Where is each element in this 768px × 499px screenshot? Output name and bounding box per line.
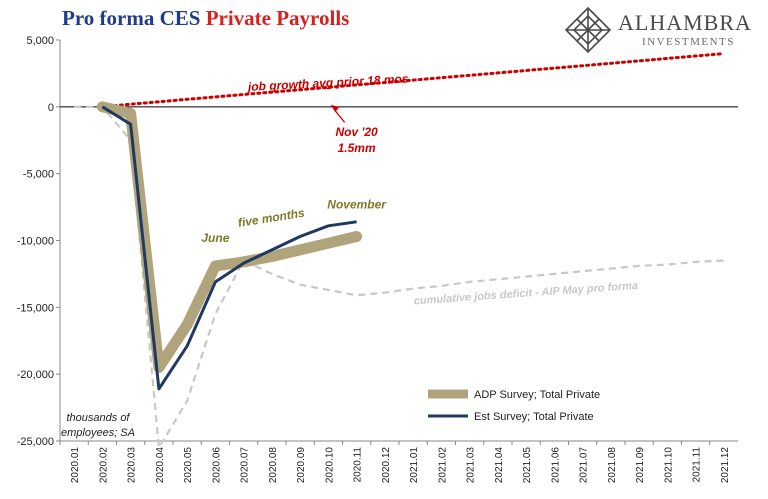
nov20-annotation-value: 1.5mm (338, 141, 376, 155)
x-tick-label: 2020.05 (183, 447, 194, 484)
fivemonths-annotation: five months (237, 206, 306, 230)
x-tick-label: 2020.12 (381, 447, 392, 484)
logo: ALHAMBRA INVESTMENTS (560, 6, 760, 56)
chart-title-part2: Private Payrolls (205, 6, 350, 30)
series-line-solid (101, 105, 357, 391)
x-tick-label: 2021.02 (437, 447, 448, 484)
june-annotation: June (201, 231, 229, 245)
x-tick-label: 2021.04 (494, 447, 505, 484)
y-tick-label: -5,000 (23, 169, 54, 181)
deficit-annotation: cumulative jobs deficit - AIP May pro fo… (413, 280, 638, 308)
y-tick-label: 5,000 (26, 35, 54, 47)
trend-annotation: job growth avg prior 18 mos (246, 72, 410, 95)
nov20-annotation: Nov '20 (336, 125, 379, 139)
series-line-thick (96, 101, 363, 373)
x-tick-label: 2020.03 (127, 447, 138, 484)
x-tick-label: 2021.07 (579, 447, 590, 484)
legend-label: ADP Survey; Total Private (474, 389, 600, 401)
x-tick-label: 2020.06 (211, 447, 222, 484)
x-tick-label: 2021.12 (720, 447, 731, 484)
y-tick-label: -20,000 (17, 369, 54, 381)
chart-title-part1: Pro forma CES (62, 6, 201, 30)
x-tick-label: 2021.10 (663, 447, 674, 484)
logo-brand: ALHAMBRA (618, 10, 752, 35)
y-tick-label: -15,000 (17, 302, 54, 314)
series-line-dotted (100, 52, 726, 109)
legend-label: Est Survey; Total Private (474, 411, 594, 423)
diamond-lattice-icon (564, 6, 612, 54)
x-tick-label: 2020.02 (98, 447, 109, 484)
x-tick-label: 2020.01 (70, 447, 81, 484)
x-tick-label: 2021.03 (466, 447, 477, 484)
x-tick-label: 2020.04 (155, 447, 166, 484)
y-tick-label: -25,000 (17, 436, 54, 448)
x-tick-label: 2021.11 (692, 447, 703, 483)
november-annotation: November (327, 197, 387, 211)
x-tick-label: 2021.05 (522, 447, 533, 484)
nov20-arrow-line (333, 109, 346, 123)
nov20-arrow-head (330, 104, 340, 112)
series-line-dashed (74, 105, 724, 452)
x-tick-label: 2020.11 (353, 447, 364, 483)
x-tick-label: 2020.09 (296, 447, 307, 484)
x-tick-label: 2020.08 (268, 447, 279, 484)
y-tick-label: -10,000 (17, 236, 54, 248)
x-tick-label: 2021.09 (635, 447, 646, 484)
x-tick-label: 2021.08 (607, 447, 618, 484)
x-tick-label: 2021.01 (409, 447, 420, 484)
y-unit-label-line2: employees; SA (61, 427, 135, 439)
y-unit-label-line1: thousands of (67, 412, 131, 424)
chart-title: Pro forma CES Private Payrolls (62, 6, 349, 31)
x-tick-label: 2020.10 (324, 447, 335, 484)
x-tick-label: 2020.07 (240, 447, 251, 484)
x-tick-label: 2021.06 (550, 447, 561, 484)
logo-sub: INVESTMENTS (642, 36, 735, 48)
y-tick-label: 0 (48, 102, 54, 114)
